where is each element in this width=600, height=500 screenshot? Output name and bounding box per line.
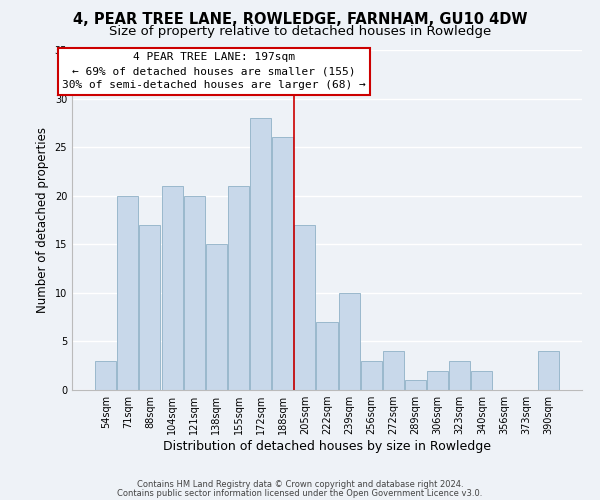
Text: Size of property relative to detached houses in Rowledge: Size of property relative to detached ho… <box>109 25 491 38</box>
Bar <box>139 225 160 390</box>
Bar <box>295 225 316 390</box>
Bar <box>316 322 338 390</box>
Bar <box>405 380 426 390</box>
Bar <box>250 118 271 390</box>
Bar <box>383 351 404 390</box>
Bar <box>449 361 470 390</box>
Bar <box>118 196 139 390</box>
Bar <box>228 186 249 390</box>
Text: Contains HM Land Registry data © Crown copyright and database right 2024.: Contains HM Land Registry data © Crown c… <box>137 480 463 489</box>
Text: 4 PEAR TREE LANE: 197sqm
← 69% of detached houses are smaller (155)
30% of semi-: 4 PEAR TREE LANE: 197sqm ← 69% of detach… <box>62 52 366 90</box>
Bar <box>95 361 116 390</box>
Bar <box>161 186 182 390</box>
Bar <box>338 293 359 390</box>
X-axis label: Distribution of detached houses by size in Rowledge: Distribution of detached houses by size … <box>163 440 491 453</box>
Bar <box>427 370 448 390</box>
Text: 4, PEAR TREE LANE, ROWLEDGE, FARNHAM, GU10 4DW: 4, PEAR TREE LANE, ROWLEDGE, FARNHAM, GU… <box>73 12 527 28</box>
Bar <box>184 196 205 390</box>
Text: Contains public sector information licensed under the Open Government Licence v3: Contains public sector information licen… <box>118 490 482 498</box>
Y-axis label: Number of detached properties: Number of detached properties <box>36 127 49 313</box>
Bar <box>361 361 382 390</box>
Bar <box>206 244 227 390</box>
Bar <box>472 370 493 390</box>
Bar <box>538 351 559 390</box>
Bar <box>272 138 293 390</box>
